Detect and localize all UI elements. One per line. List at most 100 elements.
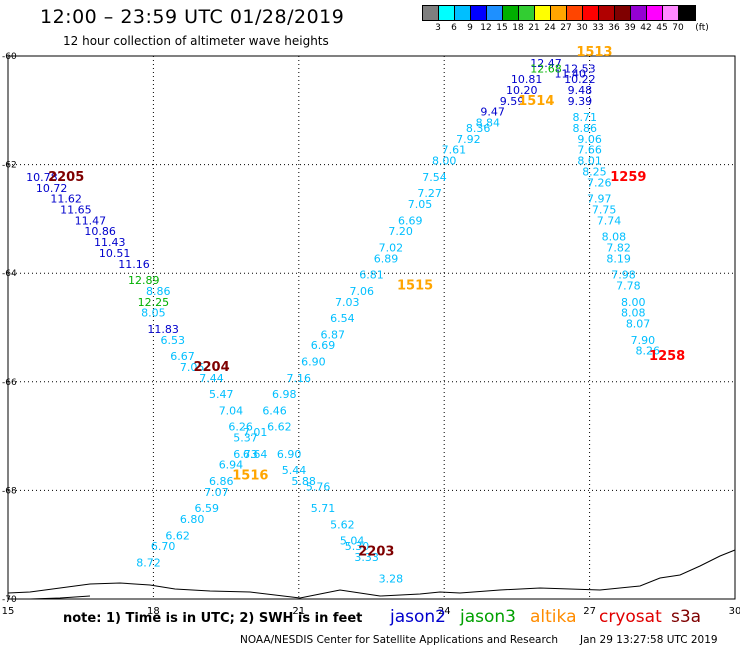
pass-time-label: 2205 (48, 170, 84, 185)
wave-height-value-altika: 7.01 (243, 426, 268, 439)
wave-height-value-altika: 8.05 (141, 307, 166, 320)
wave-height-value-jason2: 11.83 (147, 323, 179, 336)
color-scale-label: 3 (435, 23, 441, 33)
color-swatch (647, 6, 663, 20)
wave-height-value-altika: 5.47 (209, 388, 234, 401)
wave-height-value-jason2: 11.43 (94, 236, 126, 249)
wave-height-value-altika: 8.36 (466, 122, 491, 135)
color-scale-label: 21 (528, 23, 540, 33)
antarctic-coastline-edge (29, 595, 91, 600)
wave-height-value-altika: 7.61 (442, 144, 467, 157)
wave-height-value-jason2: 11.47 (75, 214, 107, 227)
wave-height-value-altika: 7.16 (287, 372, 312, 385)
color-swatch (487, 6, 503, 20)
wave-height-value-jason2: 11.40 (554, 68, 586, 81)
chart-subtitle: 12 hour collection of altimeter wave hei… (63, 34, 329, 48)
wave-height-value-altika: 7.06 (350, 285, 375, 298)
color-swatch (599, 6, 615, 20)
wave-height-value-jason3: 12.25 (138, 296, 170, 309)
wave-height-value-altika: 6.59 (194, 502, 219, 515)
wave-height-value-jason2: 10.20 (506, 84, 538, 97)
wave-height-value-altika: 6.69 (311, 339, 336, 352)
wave-height-value-altika: 9.06 (577, 133, 602, 146)
lon-tick-label: 27 (583, 606, 596, 617)
satellite-legend-jason3: jason3 (460, 607, 516, 627)
wave-height-value-altika: 6.64 (243, 448, 268, 461)
lon-tick-label: 21 (292, 606, 305, 617)
lat-tick-label: -70 (2, 595, 17, 605)
wave-height-value-altika: 6.89 (374, 252, 399, 265)
lon-tick-label: 30 (729, 606, 740, 617)
wave-height-value-altika: 7.03 (335, 296, 360, 309)
color-scale-label: 36 (608, 23, 620, 33)
color-scale-label: 6 (451, 23, 457, 33)
color-scale-label: 18 (512, 23, 524, 33)
wave-height-value-altika: 8.71 (573, 111, 598, 124)
timestamp-text: Jan 29 13:27:58 UTC 2019 (580, 634, 718, 646)
wave-height-value-altika: 6.26 (228, 421, 253, 434)
wave-height-value-jason2: 10.51 (99, 247, 131, 260)
lat-tick-label: -66 (2, 378, 17, 388)
pass-time-label: 1513 (576, 45, 612, 60)
color-scale-label: 12 (480, 23, 492, 33)
wave-height-value-altika: 6.54 (330, 312, 355, 325)
wave-height-value-altika: 6.70 (151, 540, 176, 553)
satellite-legend-cryosat: cryosat (599, 607, 662, 627)
wave-height-value-altika: 8.84 (476, 117, 501, 130)
wave-height-value-altika: 6.86 (209, 475, 234, 488)
wave-height-value-jason2: 11.65 (60, 203, 92, 216)
lat-tick-label: -64 (2, 269, 17, 279)
color-scale-label: 9 (467, 23, 473, 33)
wave-height-value-altika: 7.02 (379, 241, 404, 254)
wave-height-value-altika: 3.33 (354, 551, 379, 564)
lat-tick-label: -60 (2, 52, 17, 62)
wave-height-value-jason2: 10.78 (26, 171, 58, 184)
wave-height-value-altika: 7.75 (592, 203, 617, 216)
wave-height-value-altika: 7.54 (422, 171, 447, 184)
wave-height-value-altika: 7.97 (587, 193, 612, 206)
lat-tick-label: -62 (2, 161, 17, 171)
color-scale-label: 27 (560, 23, 572, 33)
wave-height-value-jason3: 12.68 (530, 62, 562, 75)
wave-height-value-altika: 5.88 (291, 475, 316, 488)
wave-height-value-altika: 7.98 (611, 269, 636, 282)
color-swatch (679, 6, 695, 20)
pass-time-label: 2204 (193, 360, 229, 375)
pass-time-label: 1515 (397, 278, 433, 293)
wave-height-value-altika: 8.19 (606, 252, 631, 265)
wave-height-value-altika: 6.62 (267, 421, 292, 434)
color-scale-label: (ft) (695, 23, 709, 33)
map-frame (7, 55, 736, 600)
wave-height-value-altika: 5.44 (282, 464, 307, 477)
wave-height-value-altika: 8.08 (621, 307, 646, 320)
pass-time-label: 1514 (518, 94, 554, 109)
wave-height-value-altika: 6.46 (262, 404, 287, 417)
wave-height-value-altika: 5.71 (311, 502, 336, 515)
color-swatch (551, 6, 567, 20)
wave-height-value-altika: 6.69 (398, 214, 423, 227)
wave-height-value-jason2: 10.86 (84, 225, 116, 238)
wave-height-value-jason2: 11.16 (118, 258, 150, 271)
pass-time-label: 1259 (610, 170, 646, 185)
wave-height-value-altika: 3.28 (379, 573, 404, 586)
color-swatch (663, 6, 679, 20)
wave-height-value-jason2: 9.39 (568, 95, 593, 108)
credit-text: NOAA/NESDIS Center for Satellite Applica… (240, 634, 558, 646)
wave-height-value-jason2: 10.81 (511, 73, 543, 86)
chart-title: 12:00 – 23:59 UTC 01/28/2019 (40, 6, 345, 28)
wave-height-value-altika: 8.25 (582, 165, 607, 178)
lon-tick-label: 24 (438, 606, 451, 617)
wave-height-value-altika: 5.04 (340, 535, 365, 548)
wave-height-value-altika: 7.27 (417, 187, 442, 200)
wave-height-value-altika: 8.26 (636, 345, 661, 358)
color-scale-label: 45 (656, 23, 668, 33)
wave-height-value-jason2: 10.72 (36, 182, 68, 195)
wave-height-value-altika: 8.08 (602, 231, 627, 244)
wave-height-value-altika: 7.26 (587, 176, 612, 189)
wave-height-value-jason3: 12.89 (128, 274, 160, 287)
wave-height-value-altika: 6.90 (277, 448, 302, 461)
wave-height-value-jason2: 12.53 (564, 62, 596, 75)
wave-height-value-altika: 6.81 (359, 269, 384, 282)
lon-tick-label: 18 (147, 606, 160, 617)
